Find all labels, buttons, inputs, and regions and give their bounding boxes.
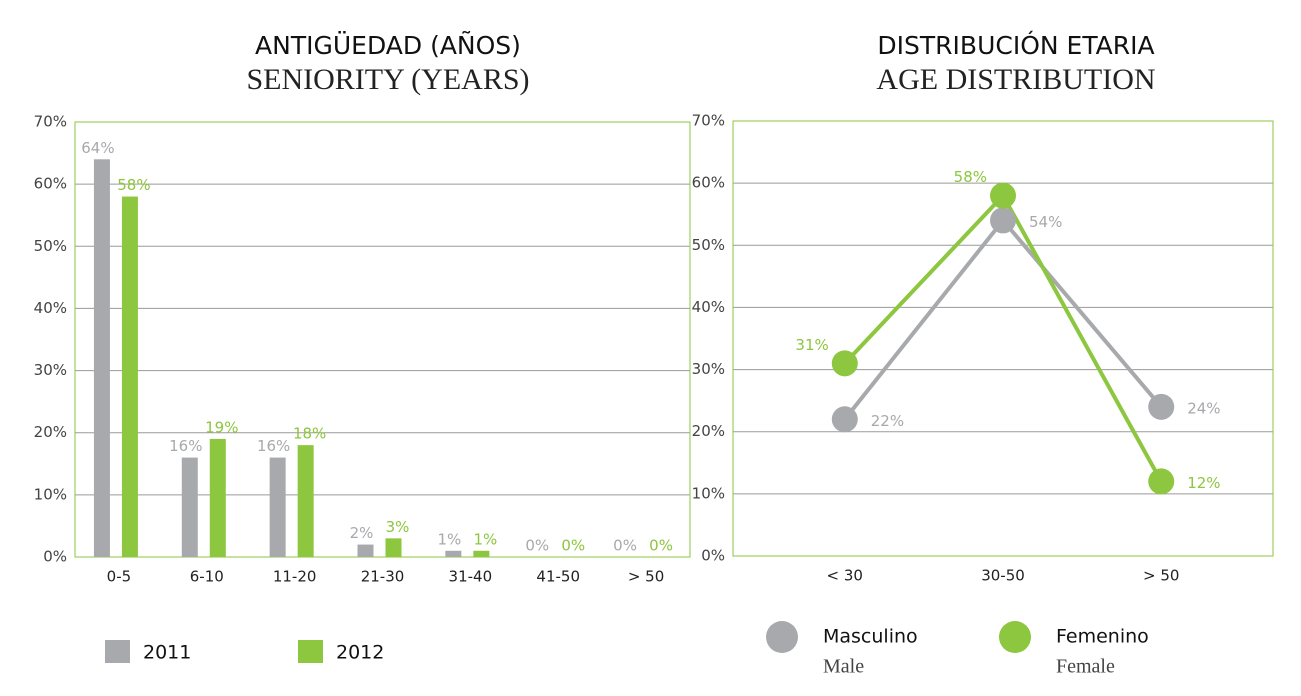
- bar: [121, 196, 138, 558]
- plot-frame: [732, 120, 1274, 557]
- x-tick-label: 41-50: [536, 568, 580, 586]
- y-tick-label: 60%: [692, 174, 725, 192]
- bar: [445, 550, 462, 557]
- data-label: 31%: [795, 336, 828, 354]
- x-tick-label: > 50: [1143, 567, 1179, 585]
- bar: [93, 159, 110, 558]
- legend-swatch: [105, 640, 130, 663]
- y-tick-label: 20%: [34, 423, 67, 441]
- data-label: 16%: [257, 437, 290, 455]
- data-label: 16%: [169, 437, 202, 455]
- chart-subtitle: SENIORITY (YEARS): [246, 63, 529, 96]
- x-tick-label: 21-30: [361, 568, 405, 586]
- legend-label: Masculino: [823, 626, 918, 648]
- chart-subtitle: AGE DISTRIBUTION: [876, 63, 1155, 96]
- chart-title: DISTRIBUCIÓN ETARIA: [877, 30, 1154, 60]
- x-tick-label: < 30: [827, 567, 863, 585]
- y-tick-label: 0%: [43, 548, 67, 566]
- y-tick-label: 70%: [692, 112, 725, 130]
- bar: [181, 457, 198, 557]
- x-tick-label: 0-5: [107, 568, 132, 586]
- legend-label: 2012: [336, 642, 384, 664]
- bar: [297, 445, 314, 557]
- x-tick-label: 30-50: [981, 567, 1025, 585]
- y-tick-label: 10%: [34, 485, 67, 503]
- x-tick-label: 31-40: [449, 568, 493, 586]
- data-label: 3%: [386, 518, 410, 536]
- data-label: 0%: [613, 537, 637, 555]
- x-tick-label: > 50: [628, 568, 664, 586]
- data-label: 1%: [437, 530, 461, 548]
- bar: [269, 457, 286, 557]
- legend-sublabel: Male: [823, 656, 864, 678]
- data-label: 19%: [205, 418, 238, 436]
- legend-label: Femenino: [1056, 626, 1149, 648]
- point: [1148, 393, 1175, 420]
- line: [843, 217, 1163, 421]
- y-tick-label: 40%: [692, 298, 725, 316]
- data-label: 0%: [649, 537, 673, 555]
- data-label: 12%: [1187, 474, 1220, 492]
- y-tick-label: 30%: [692, 360, 725, 378]
- point: [990, 207, 1016, 234]
- legend-swatch: [766, 621, 798, 653]
- y-tick-label: 40%: [34, 299, 67, 317]
- bar: [473, 550, 490, 557]
- point: [831, 406, 858, 433]
- data-label: 64%: [81, 139, 114, 157]
- data-label: 22%: [871, 412, 904, 430]
- legend-swatch: [999, 621, 1031, 653]
- legend-sublabel: Female: [1056, 656, 1115, 678]
- y-tick-label: 50%: [692, 236, 725, 254]
- y-tick-label: 70%: [34, 113, 67, 131]
- x-tick-label: 11-20: [273, 568, 317, 586]
- bar: [357, 544, 374, 557]
- point: [1148, 468, 1175, 495]
- data-label: 0%: [561, 537, 585, 555]
- data-label: 24%: [1187, 399, 1220, 417]
- y-tick-label: 50%: [34, 237, 67, 255]
- data-label: 54%: [1029, 213, 1062, 231]
- y-tick-label: 0%: [701, 547, 725, 565]
- data-label: 18%: [293, 425, 326, 443]
- legend-label: 2011: [143, 642, 191, 664]
- bar: [385, 538, 402, 557]
- point: [990, 182, 1016, 209]
- data-label: 58%: [954, 168, 987, 186]
- chart-title: ANTIGÜEDAD (AÑOS): [255, 30, 521, 60]
- legend-swatch: [298, 640, 323, 663]
- y-tick-label: 30%: [34, 361, 67, 379]
- data-label: 58%: [117, 176, 150, 194]
- y-tick-label: 20%: [692, 422, 725, 440]
- point: [831, 350, 858, 377]
- bar: [209, 438, 226, 557]
- plot-frame: [74, 121, 691, 558]
- data-label: 0%: [525, 537, 549, 555]
- y-tick-label: 60%: [34, 175, 67, 193]
- data-label: 2%: [350, 524, 374, 542]
- y-tick-label: 10%: [692, 484, 725, 502]
- line: [843, 192, 1163, 483]
- data-label: 1%: [473, 530, 497, 548]
- x-tick-label: 6-10: [190, 568, 224, 586]
